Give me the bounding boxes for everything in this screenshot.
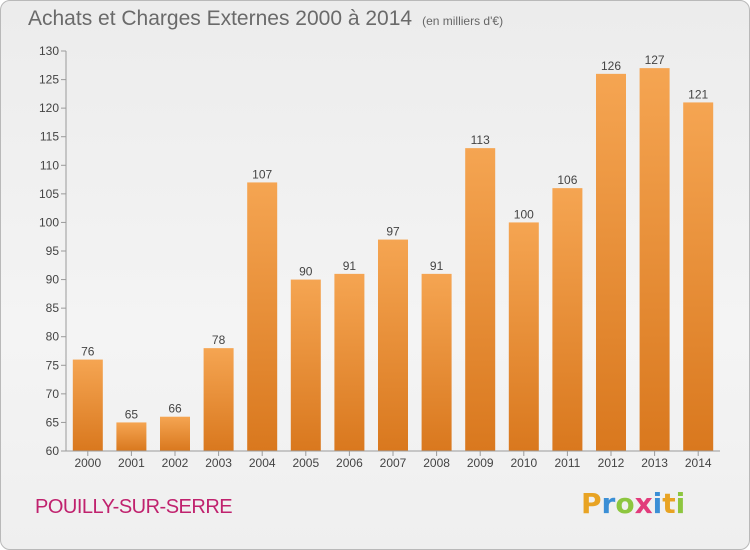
bar <box>508 222 539 451</box>
bar-value-label: 66 <box>168 402 182 416</box>
x-tick-label: 2005 <box>292 456 319 470</box>
x-tick-label: 2011 <box>554 456 580 470</box>
logo-letter: i <box>652 487 663 520</box>
x-tick-label: 2003 <box>205 456 232 470</box>
bar-value-label: 90 <box>299 265 313 279</box>
bar <box>596 73 626 451</box>
chart-title: Achats et Charges Externes 2000 à 2014 (e… <box>28 7 503 31</box>
bar-value-label: 121 <box>688 87 708 101</box>
y-tick-label: 115 <box>40 130 59 144</box>
x-tick-label: 2004 <box>249 456 276 470</box>
bar-value-label: 127 <box>645 53 665 67</box>
y-tick-label: 110 <box>40 158 59 172</box>
y-tick-label: 100 <box>39 215 59 229</box>
bar <box>160 416 190 451</box>
bar <box>639 68 670 452</box>
y-tick-label: 70 <box>46 387 60 401</box>
bar-value-label: 78 <box>212 333 226 347</box>
bar-value-label: 107 <box>252 167 272 181</box>
y-axis: 60 65 70 75 80 85 90 95 100 105 110 115 120 125 130 <box>39 44 67 458</box>
x-tick-label: 2008 <box>423 456 450 470</box>
x-tick-label: 2013 <box>641 456 668 470</box>
y-tick-label: 75 <box>46 358 60 372</box>
y-tick-label: 105 <box>39 187 59 201</box>
bar <box>465 148 496 451</box>
bar <box>421 273 452 451</box>
y-tick-label: 80 <box>46 330 60 344</box>
bar <box>552 188 583 451</box>
bar-value-label: 97 <box>386 225 400 239</box>
bar <box>72 359 103 451</box>
bar-value-label: 106 <box>557 173 577 187</box>
logo-letter: o <box>615 487 635 520</box>
y-tick-label: 125 <box>39 73 59 87</box>
bar-value-label: 91 <box>430 259 444 273</box>
bars: 76 65 66 78 107 90 91 97 91 113 100 106 126 127 121 <box>72 53 714 452</box>
y-tick-label: 85 <box>46 301 60 315</box>
chart-title-text: Achats et Charges Externes 2000 à 2014 <box>28 7 413 30</box>
x-tick-label: 2001 <box>118 456 145 470</box>
x-tick-label: 2002 <box>162 456 189 470</box>
bar <box>378 239 408 451</box>
x-tick-label: 2012 <box>598 456 625 470</box>
bar <box>334 273 365 451</box>
bar <box>290 279 321 451</box>
bar-value-label: 126 <box>601 59 621 73</box>
logo-letter: r <box>601 487 616 520</box>
bar-value-label: 113 <box>471 133 490 147</box>
y-tick-label: 60 <box>46 444 60 458</box>
x-tick-label: 2009 <box>467 456 494 470</box>
x-axis: 2000 2001 2002 2003 2004 2005 2006 2007 2008 2009… <box>66 450 720 470</box>
y-tick-label: 130 <box>39 44 59 58</box>
logo-letter: t <box>662 487 676 520</box>
proxiti-logo[interactable]: Proxiti <box>581 487 685 520</box>
y-tick-label: 120 <box>39 101 59 115</box>
x-tick-label: 2014 <box>685 456 712 470</box>
x-tick-label: 2006 <box>336 456 363 470</box>
y-tick-label: 95 <box>46 244 60 258</box>
chart-subtitle: (en milliers d'€) <box>422 14 504 28</box>
x-tick-label: 2000 <box>74 456 101 470</box>
bar-value-label: 91 <box>343 259 357 273</box>
x-tick-label: 2007 <box>380 456 407 470</box>
bar <box>203 348 234 451</box>
logo-letter: x <box>634 487 653 520</box>
y-tick-label: 65 <box>46 415 60 429</box>
bar <box>247 182 278 451</box>
bar-value-label: 100 <box>514 207 534 221</box>
bar <box>116 422 147 451</box>
logo-letter: P <box>581 487 602 520</box>
x-tick-label: 2010 <box>510 456 537 470</box>
logo-letter: i <box>675 487 686 520</box>
bar-value-label: 76 <box>81 345 95 359</box>
bar <box>683 102 714 451</box>
bar-value-label: 65 <box>125 407 139 421</box>
y-tick-label: 90 <box>46 273 60 287</box>
commune-name: POUILLY-SUR-SERRE <box>35 496 233 518</box>
